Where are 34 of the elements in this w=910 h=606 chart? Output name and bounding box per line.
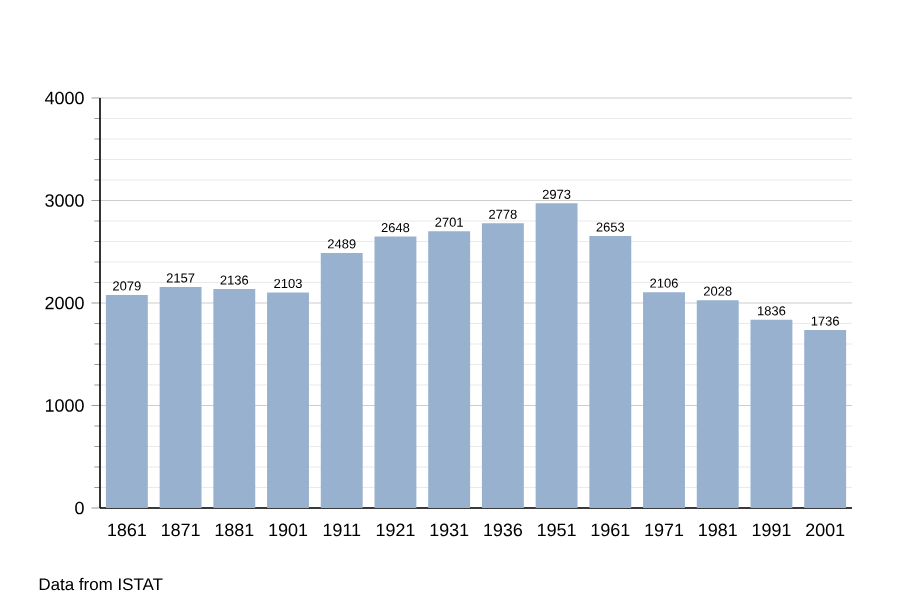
y-tick-label: 2000 xyxy=(45,296,84,310)
bar xyxy=(696,300,739,508)
bar xyxy=(804,330,847,508)
y-tick-label: 4000 xyxy=(44,91,84,105)
x-tick-label: 1971 xyxy=(645,523,684,537)
text: Data from ISTAT xyxy=(39,577,163,591)
x-tick-label: 2001 xyxy=(806,523,845,537)
bar xyxy=(320,252,363,508)
x-tick-label: 1936 xyxy=(484,523,523,537)
bar xyxy=(643,292,685,508)
x-tick-label: 1961 xyxy=(591,523,630,537)
bar xyxy=(374,236,417,508)
x-tick-label: 1991 xyxy=(752,523,791,537)
bar xyxy=(535,203,578,508)
x-tick-label: 1881 xyxy=(215,523,254,537)
y-tick-label: 1000 xyxy=(45,399,84,412)
y-tick-label: 3000 xyxy=(45,194,84,207)
bar xyxy=(428,231,471,508)
x-tick-label: 1901 xyxy=(269,523,308,537)
x-tick-label: 1981 xyxy=(699,523,737,537)
x-tick-label: 1921 xyxy=(376,523,415,537)
bar xyxy=(267,292,309,508)
x-tick-label: 1861 xyxy=(108,523,146,537)
bar xyxy=(589,236,632,508)
x-tick-label: 1911 xyxy=(323,523,361,537)
y-tick-label: 0 xyxy=(75,501,84,515)
x-tick-label: 1951 xyxy=(538,523,576,537)
bar xyxy=(213,289,256,508)
x-tick-label: 1931 xyxy=(430,523,469,537)
bar xyxy=(159,286,202,508)
bar xyxy=(750,319,793,508)
bar xyxy=(481,223,524,508)
x-tick-label: 1871 xyxy=(162,523,200,537)
bar xyxy=(105,294,148,508)
